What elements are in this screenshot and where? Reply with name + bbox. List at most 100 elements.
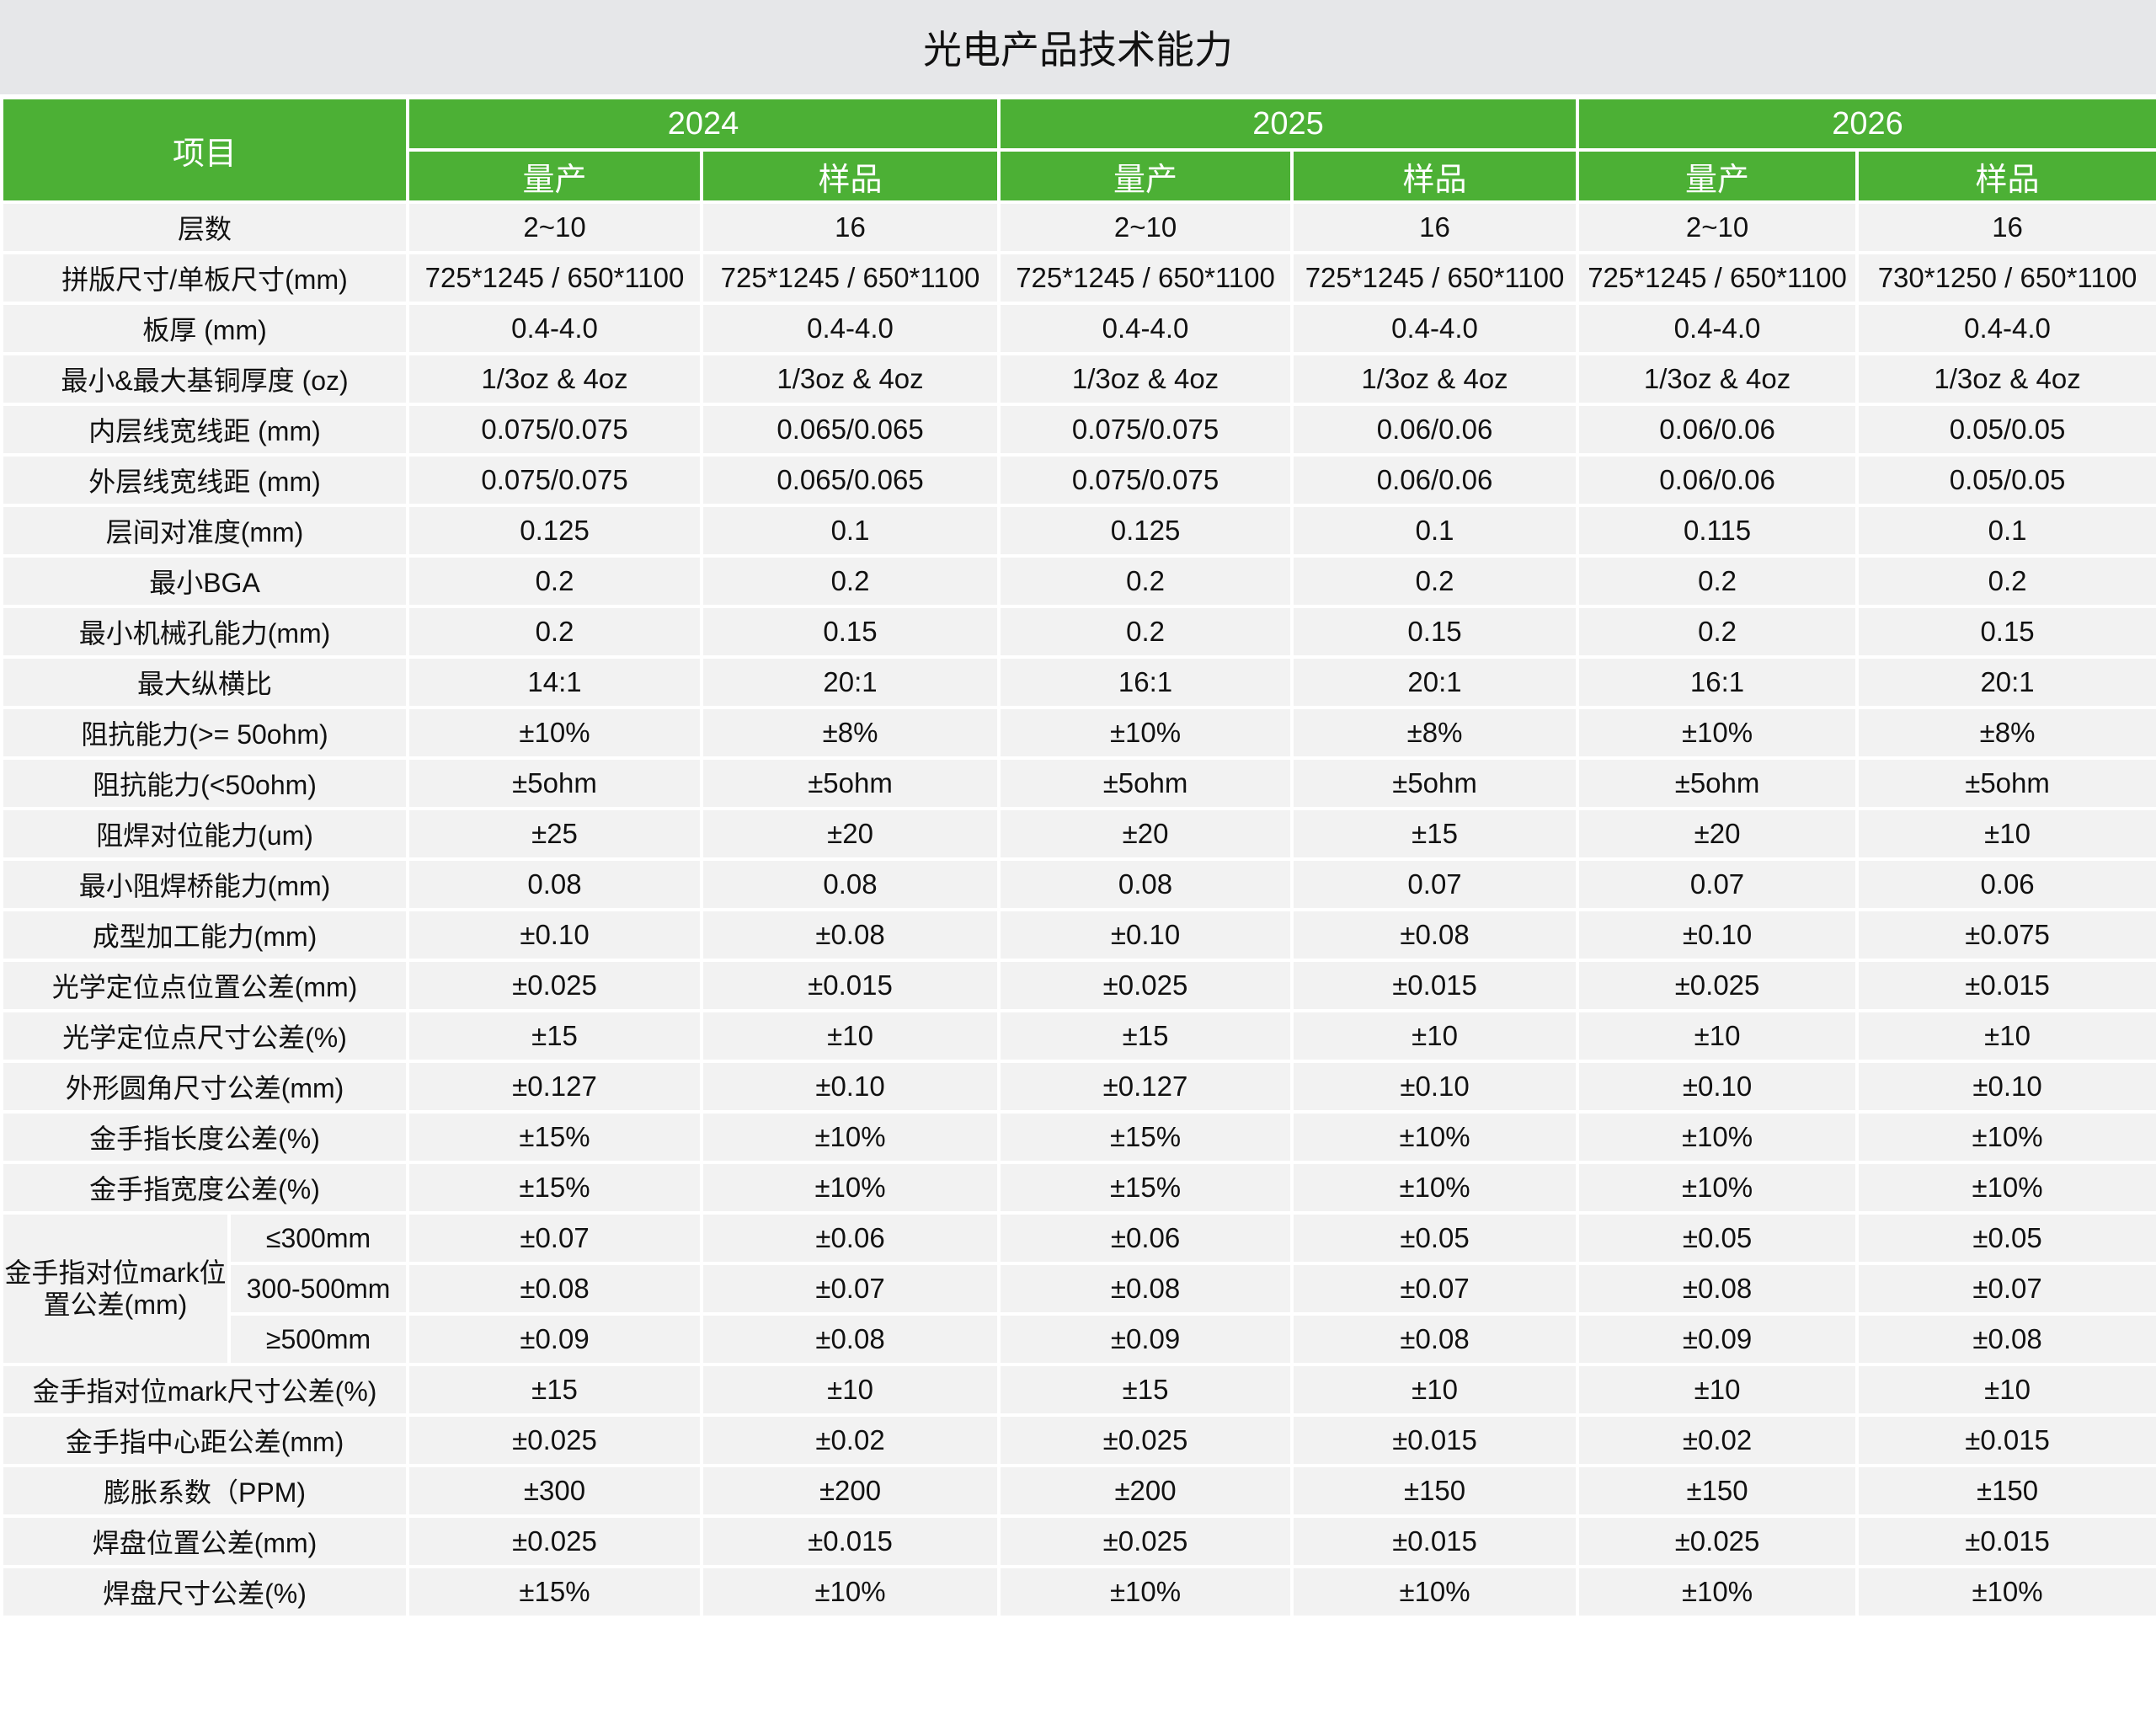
table-cell: ±0.025 <box>1576 959 1860 1012</box>
table-cell: ±10% <box>1576 706 1860 760</box>
table-cell: ±0.10 <box>406 908 704 962</box>
table-cell: ±10 <box>1855 1363 2156 1417</box>
table-row: 金手指对位mark尺寸公差(%) ±15 ±10 ±15 ±10 ±10 ±10 <box>0 1363 2156 1417</box>
table-cell: ±0.10 <box>1290 1060 1580 1114</box>
table-row: 300-500mm ±0.08 ±0.07 ±0.08 ±0.07 ±0.08 ±0.07 <box>2 1262 2156 1316</box>
table-cell: ±0.015 <box>1855 1413 2156 1467</box>
table-cell: 1/3oz & 4oz <box>406 352 704 406</box>
table-cell: 0.2 <box>406 605 704 659</box>
header-year-2025: 2025 <box>997 96 1580 152</box>
table-cell: ±10% <box>1290 1161 1580 1215</box>
table-cell: ±10% <box>406 706 704 760</box>
table-cell: 0.2 <box>1290 554 1580 608</box>
table-cell: ±0.10 <box>997 908 1294 962</box>
table-cell: ±0.075 <box>1855 908 2156 962</box>
table-cell: 0.115 <box>1576 504 1860 558</box>
subrow-label: 300-500mm <box>227 1262 410 1316</box>
table-cell: ±0.025 <box>406 1514 704 1568</box>
header-mass-production: 量产 <box>406 148 704 204</box>
table-cell: ±10% <box>997 1565 1294 1619</box>
table-cell: 16 <box>700 200 1001 254</box>
table-cell: ±15 <box>406 1009 704 1063</box>
header-mass-production: 量产 <box>997 148 1294 204</box>
row-label: 最小BGA <box>0 554 410 608</box>
table-cell: ±0.06 <box>997 1211 1294 1265</box>
table-cell: ±0.05 <box>1855 1211 2156 1265</box>
table-cell: ±300 <box>406 1464 704 1518</box>
subrow-label: ≤300mm <box>227 1211 410 1265</box>
table-cell: 16:1 <box>997 655 1294 709</box>
row-label: 阻焊对位能力(um) <box>0 807 410 861</box>
table-cell: ±200 <box>700 1464 1001 1518</box>
table-cell: 0.07 <box>1576 857 1860 911</box>
table-cell: 0.06/0.06 <box>1290 403 1580 457</box>
table-cell: ±10% <box>1576 1565 1860 1619</box>
table-cell: ±0.07 <box>700 1262 1001 1316</box>
row-label: 最小机械孔能力(mm) <box>0 605 410 659</box>
table-row: 焊盘尺寸公差(%) ±15% ±10% ±10% ±10% ±10% ±10% <box>0 1565 2156 1619</box>
table-row: 最小阻焊桥能力(mm) 0.08 0.08 0.08 0.07 0.07 0.06 <box>0 857 2156 911</box>
table-cell: 0.1 <box>1855 504 2156 558</box>
table-cell: ±15% <box>406 1161 704 1215</box>
table-cell: ±10 <box>1576 1009 1860 1063</box>
table-cell: 730*1250 / 650*1100 <box>1855 251 2156 305</box>
table-cell: ±0.015 <box>700 1514 1001 1568</box>
table-cell: ±0.02 <box>1576 1413 1860 1467</box>
row-label: 层数 <box>0 200 410 254</box>
table-cell: 725*1245 / 650*1100 <box>700 251 1001 305</box>
table-cell: 0.2 <box>700 554 1001 608</box>
table-cell: ±0.127 <box>997 1060 1294 1114</box>
table-cell: ±10% <box>700 1161 1001 1215</box>
group-label: 金手指对位mark位置公差(mm) <box>0 1211 231 1366</box>
table-cell: ±15 <box>997 1009 1294 1063</box>
table-cell: 0.4-4.0 <box>406 302 704 355</box>
header-mass-production: 量产 <box>1576 148 1860 204</box>
table-cell: 0.125 <box>997 504 1294 558</box>
table-cell: ±0.10 <box>700 1060 1001 1114</box>
table-cell: 0.2 <box>406 554 704 608</box>
table-row: 光学定位点尺寸公差(%) ±15 ±10 ±15 ±10 ±10 ±10 <box>0 1009 2156 1063</box>
table-cell: 0.08 <box>997 857 1294 911</box>
table-cell: ±0.025 <box>1576 1514 1860 1568</box>
table-cell: ±15% <box>997 1110 1294 1164</box>
table-cell: 0.05/0.05 <box>1855 403 2156 457</box>
table-cell: ±10 <box>1576 1363 1860 1417</box>
table-row: 膨胀系数（PPM) ±300 ±200 ±200 ±150 ±150 ±150 <box>0 1464 2156 1518</box>
table-cell: ±8% <box>1290 706 1580 760</box>
table-cell: 0.2 <box>997 605 1294 659</box>
table-cell: ±0.06 <box>700 1211 1001 1265</box>
capability-table: 项目 2024 2025 2026 量产 样品 量产 样品 量产 样品 层数 2~… <box>0 96 2156 1619</box>
table-cell: ±20 <box>997 807 1294 861</box>
table-cell: ±0.07 <box>406 1211 704 1265</box>
page-title: 光电产品技术能力 <box>0 0 2156 96</box>
table-cell: ±10% <box>1576 1161 1860 1215</box>
table-cell: 0.2 <box>1576 554 1860 608</box>
table-cell: ±10% <box>700 1565 1001 1619</box>
row-label: 板厚 (mm) <box>0 302 410 355</box>
row-label: 光学定位点位置公差(mm) <box>0 959 410 1012</box>
table-cell: ±15 <box>1290 807 1580 861</box>
table-cell: ±10% <box>1290 1565 1580 1619</box>
table-cell: ±0.05 <box>1576 1211 1860 1265</box>
table-row: 层间对准度(mm) 0.125 0.1 0.125 0.1 0.115 0.1 <box>0 504 2156 558</box>
table-cell: 20:1 <box>700 655 1001 709</box>
table-cell: ±10 <box>1290 1009 1580 1063</box>
row-label: 金手指长度公差(%) <box>0 1110 410 1164</box>
subrow-label: ≥500mm <box>227 1312 410 1366</box>
table-cell: 0.065/0.065 <box>700 453 1001 507</box>
table-cell: ±20 <box>1576 807 1860 861</box>
table-cell: 1/3oz & 4oz <box>700 352 1001 406</box>
table-cell: ±15% <box>406 1565 704 1619</box>
table-cell: 0.065/0.065 <box>700 403 1001 457</box>
row-label: 光学定位点尺寸公差(%) <box>0 1009 410 1063</box>
table-cell: ±0.08 <box>1290 1312 1580 1366</box>
table-cell: ±0.08 <box>997 1262 1294 1316</box>
table-row: 板厚 (mm) 0.4-4.0 0.4-4.0 0.4-4.0 0.4-4.0 0.4-4… <box>0 302 2156 355</box>
table-cell: ±10% <box>997 706 1294 760</box>
table-cell: ±0.015 <box>1290 959 1580 1012</box>
table-cell: 725*1245 / 650*1100 <box>406 251 704 305</box>
table-cell: ±150 <box>1576 1464 1860 1518</box>
table-cell: ±0.07 <box>1855 1262 2156 1316</box>
table-cell: 0.07 <box>1290 857 1580 911</box>
table-cell: ±5ohm <box>700 756 1001 810</box>
